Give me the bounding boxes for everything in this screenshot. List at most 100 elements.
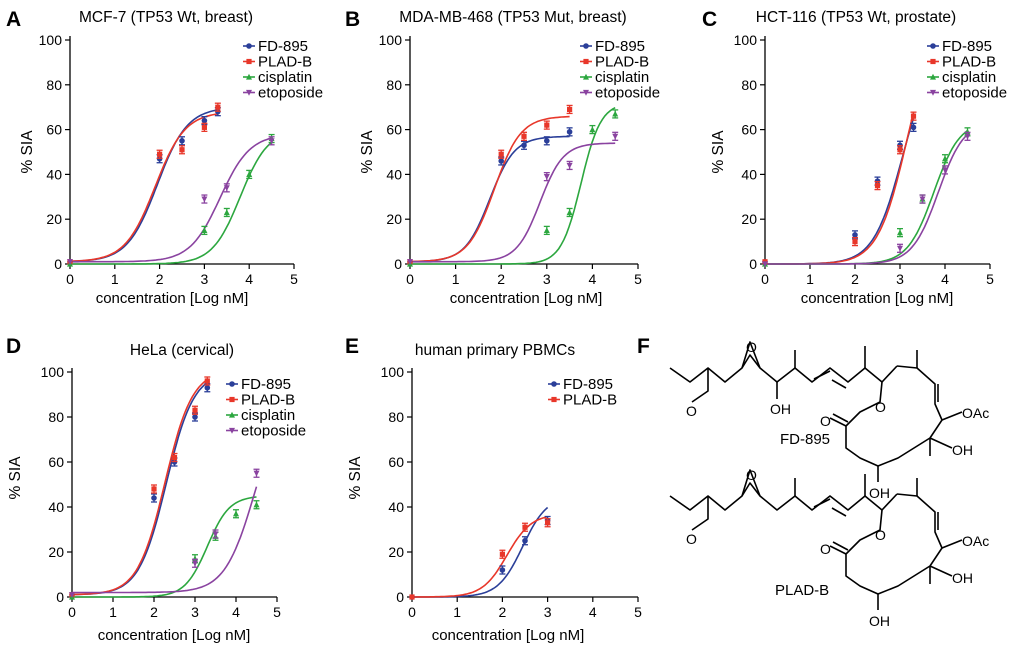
data-point-etoposide xyxy=(919,196,926,203)
panel-letter: E xyxy=(345,335,359,358)
data-point-fd-895 xyxy=(522,537,528,544)
data-point-plad-b xyxy=(910,113,917,119)
chart-title: MCF-7 (TP53 Wt, breast) xyxy=(79,9,253,26)
legend-label: etoposide xyxy=(258,85,323,102)
x-tick-label: 5 xyxy=(634,604,642,620)
chart-panel-e: E human primary PBMCs concentration [Log… xyxy=(345,335,642,644)
data-point-etoposide xyxy=(212,531,219,538)
y-tick-label: 80 xyxy=(46,77,62,93)
legend-label: PLAD-B xyxy=(258,54,312,71)
data-point-cisplatin xyxy=(897,229,903,236)
legend-marker xyxy=(551,381,557,387)
x-axis-label: concentration [Log nM] xyxy=(450,290,603,307)
pladb-structure xyxy=(669,469,963,610)
svg-text:OH: OH xyxy=(952,570,973,586)
data-point-cisplatin xyxy=(589,126,596,133)
y-tick-label: 20 xyxy=(48,544,64,560)
data-point-fd-895 xyxy=(151,495,157,501)
legend-label: PLAD-B xyxy=(942,54,996,71)
legend-marker xyxy=(229,396,235,403)
legend-label: FD-895 xyxy=(258,38,308,55)
y-tick-label: 40 xyxy=(46,166,62,182)
y-tick-label: 0 xyxy=(749,256,757,272)
fd895-labels: O OH O O O OAc OH OH FD-895 xyxy=(686,339,989,501)
y-tick-label: 60 xyxy=(388,454,404,470)
x-tick-label: 4 xyxy=(589,271,597,287)
x-tick-label: 3 xyxy=(201,271,209,287)
fd895-structure xyxy=(669,341,963,482)
data-point-etoposide xyxy=(897,245,903,252)
data-point-etoposide xyxy=(223,185,230,192)
legend-label: etoposide xyxy=(595,85,660,102)
data-point-fd-895 xyxy=(544,138,550,144)
y-tick-label: 0 xyxy=(56,589,64,605)
y-tick-label: 40 xyxy=(48,499,64,515)
y-axis-label: % SIA xyxy=(347,456,364,500)
y-axis-label: % SIA xyxy=(710,130,727,174)
chart-title: HeLa (cervical) xyxy=(130,342,234,359)
y-tick-label: 60 xyxy=(46,122,62,138)
data-point-cisplatin xyxy=(223,209,230,216)
data-point-fd-895 xyxy=(499,567,506,573)
data-point-cisplatin xyxy=(566,209,573,216)
data-point-etoposide xyxy=(612,133,619,140)
data-point-plad-b xyxy=(498,151,504,157)
data-point-plad-b xyxy=(499,551,505,557)
data-point-cisplatin xyxy=(543,227,550,233)
data-point-plad-b xyxy=(192,407,198,413)
fit-curve-cisplatin xyxy=(72,496,257,598)
data-point-plad-b xyxy=(204,378,210,384)
chart-panel-a: A MCF-7 (TP53 Wt, breast) concentration … xyxy=(6,8,323,307)
y-axis-label: % SIA xyxy=(19,130,36,174)
chart-panel-c: C HCT-116 (TP53 Wt, prostate) concentrat… xyxy=(702,8,1007,307)
data-point-cisplatin xyxy=(246,171,253,177)
legend-marker xyxy=(583,89,589,96)
data-point-etoposide xyxy=(192,560,198,567)
fit-curve-plad-b xyxy=(765,112,915,265)
x-tick-label: 2 xyxy=(497,271,505,287)
legend-label: etoposide xyxy=(241,423,306,440)
data-point-plad-b xyxy=(567,106,573,113)
x-tick-label: 5 xyxy=(986,271,994,287)
y-tick-label: 100 xyxy=(379,32,403,48)
data-point-fd-895 xyxy=(852,232,858,238)
fit-curve-etoposide xyxy=(765,133,969,265)
y-tick-label: 0 xyxy=(396,589,404,605)
y-tick-label: 80 xyxy=(48,409,64,425)
legend-label: cisplatin xyxy=(241,407,295,424)
x-tick-label: 0 xyxy=(408,604,416,620)
x-tick-label: 0 xyxy=(68,604,76,620)
data-point-fd-895 xyxy=(204,384,211,391)
chart-panel-d: D HeLa (cervical) concentration [Log nM]… xyxy=(6,335,306,644)
x-tick-label: 4 xyxy=(589,604,597,620)
y-axis-label: % SIA xyxy=(359,130,376,174)
legend-marker xyxy=(930,43,936,49)
y-tick-label: 80 xyxy=(388,409,404,425)
x-tick-label: 5 xyxy=(634,271,642,287)
data-point-plad-b xyxy=(897,147,903,153)
data-point-plad-b xyxy=(157,151,163,157)
legend-label: PLAD-B xyxy=(241,392,295,409)
x-tick-label: 2 xyxy=(156,271,164,287)
data-point-etoposide xyxy=(762,261,768,268)
data-point-cisplatin xyxy=(612,110,619,117)
x-tick-label: 1 xyxy=(109,604,117,620)
svg-text:O: O xyxy=(686,531,697,547)
x-tick-label: 4 xyxy=(245,271,253,287)
svg-text:O: O xyxy=(875,399,886,415)
svg-text:OH: OH xyxy=(770,401,791,417)
x-tick-label: 5 xyxy=(290,271,298,287)
fit-curve-fd-895 xyxy=(409,135,570,263)
y-tick-label: 100 xyxy=(39,32,63,48)
fit-curve-fd-895 xyxy=(70,109,218,263)
panel-letter: A xyxy=(6,8,21,31)
y-tick-label: 80 xyxy=(386,77,402,93)
legend-label: PLAD-B xyxy=(563,392,617,409)
x-tick-label: 0 xyxy=(406,271,414,287)
data-point-etoposide xyxy=(543,174,550,180)
legend-marker xyxy=(930,73,936,80)
data-point-etoposide xyxy=(67,259,73,265)
x-tick-label: 1 xyxy=(453,604,461,620)
data-point-fd-895 xyxy=(192,414,198,420)
